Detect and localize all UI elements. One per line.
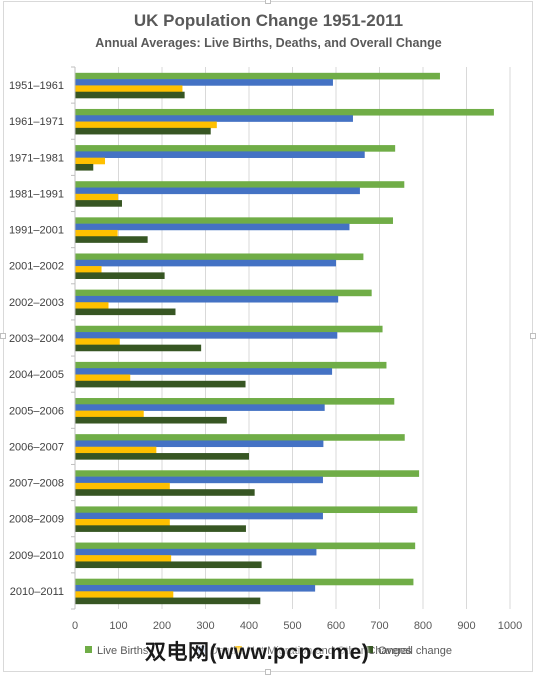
legend-swatch (366, 646, 373, 653)
chart-title: UK Population Change 1951-2011 (133, 11, 404, 30)
bar (75, 163, 94, 171)
x-tick-label: 300 (196, 620, 214, 632)
bar (75, 374, 131, 382)
bar (75, 108, 494, 116)
bar (75, 236, 148, 243)
bar (75, 295, 339, 303)
bar (75, 91, 185, 99)
bar (75, 187, 360, 195)
bar (75, 519, 170, 526)
legend-swatch (85, 646, 92, 653)
x-tick-label: 800 (414, 620, 432, 632)
bar (75, 193, 119, 201)
bar (75, 200, 122, 207)
bar (75, 489, 255, 496)
y-tick-label: 2001–2002 (9, 261, 64, 273)
resize-handle-left[interactable] (0, 333, 6, 339)
y-tick-label: 2007–2008 (9, 478, 64, 490)
bar (75, 229, 118, 237)
y-tick-label: 1991–2001 (9, 225, 64, 237)
bar (75, 482, 170, 490)
y-tick-label: 2003–2004 (9, 333, 64, 345)
x-tick-label: 1000 (498, 620, 522, 632)
bar (75, 453, 249, 460)
bar (75, 145, 396, 152)
chart-subtitle: Annual Averages: Live Births, Deaths, an… (95, 36, 442, 50)
bar (75, 398, 395, 405)
bar (75, 368, 333, 375)
bar (75, 591, 174, 598)
y-tick-label: 1981–1991 (9, 188, 64, 200)
x-tick-label: 700 (370, 620, 388, 632)
bar (75, 289, 372, 297)
bar (75, 344, 202, 352)
y-tick-label: 2002–2003 (9, 297, 64, 309)
x-tick-label: 400 (240, 620, 258, 632)
resize-handle-top[interactable] (265, 0, 271, 4)
bar (75, 85, 183, 93)
legend-swatch (198, 646, 205, 653)
bar (75, 584, 316, 592)
bar (75, 542, 416, 550)
bar (75, 555, 172, 562)
y-tick-label: 2010–2011 (10, 586, 64, 598)
y-tick-label: 2009–2010 (9, 550, 64, 562)
x-tick-label: 200 (153, 620, 171, 632)
bar (75, 217, 393, 224)
y-tick-label: 1971–1981 (9, 152, 64, 164)
legend-swatch (235, 646, 242, 653)
bar (75, 72, 440, 80)
x-tick-label: 0 (72, 620, 78, 632)
bar (75, 597, 261, 605)
bar (75, 470, 420, 477)
bar (75, 308, 176, 316)
legend-label: Live Births (97, 645, 149, 657)
bar (75, 127, 211, 135)
bar (75, 223, 350, 231)
bar (75, 325, 383, 333)
bar (75, 380, 246, 388)
bar (75, 302, 109, 309)
resize-handle-right[interactable] (530, 333, 536, 339)
y-tick-label: 2008–2009 (9, 514, 64, 526)
bar (75, 79, 333, 86)
bar (75, 578, 414, 586)
bar (75, 561, 262, 569)
bar (75, 404, 325, 411)
watermark: 双电网(www.pcpc.me) (145, 641, 370, 664)
bar (75, 434, 405, 441)
bar (75, 266, 102, 273)
bar (75, 272, 165, 279)
y-tick-label: 2005–2006 (9, 405, 64, 417)
bar (75, 440, 324, 448)
bar (75, 181, 405, 188)
bar (75, 151, 365, 158)
y-tick-label: 1961–1971 (9, 116, 64, 128)
y-tick-label: 2004–2005 (9, 369, 64, 381)
x-tick-label: 100 (109, 620, 127, 632)
bar (75, 253, 364, 261)
bar (75, 332, 338, 339)
bar (75, 259, 336, 267)
x-tick-label: 600 (327, 620, 345, 632)
x-tick-label: 900 (457, 620, 475, 632)
bar (75, 410, 144, 418)
bar (75, 512, 323, 520)
bar (75, 476, 323, 484)
bar (75, 506, 418, 514)
bar (75, 361, 387, 369)
x-tick-label: 500 (283, 620, 301, 632)
bar (75, 548, 317, 556)
bar (75, 338, 120, 345)
bar (75, 157, 106, 165)
legend-label: Overall change (378, 645, 452, 657)
bar (75, 121, 217, 129)
y-tick-label: 1951–1961 (9, 80, 64, 92)
y-tick-label: 2006–2007 (9, 441, 64, 453)
bar (75, 525, 246, 532)
bar (75, 115, 353, 122)
bar (75, 416, 227, 424)
bar (75, 446, 157, 454)
